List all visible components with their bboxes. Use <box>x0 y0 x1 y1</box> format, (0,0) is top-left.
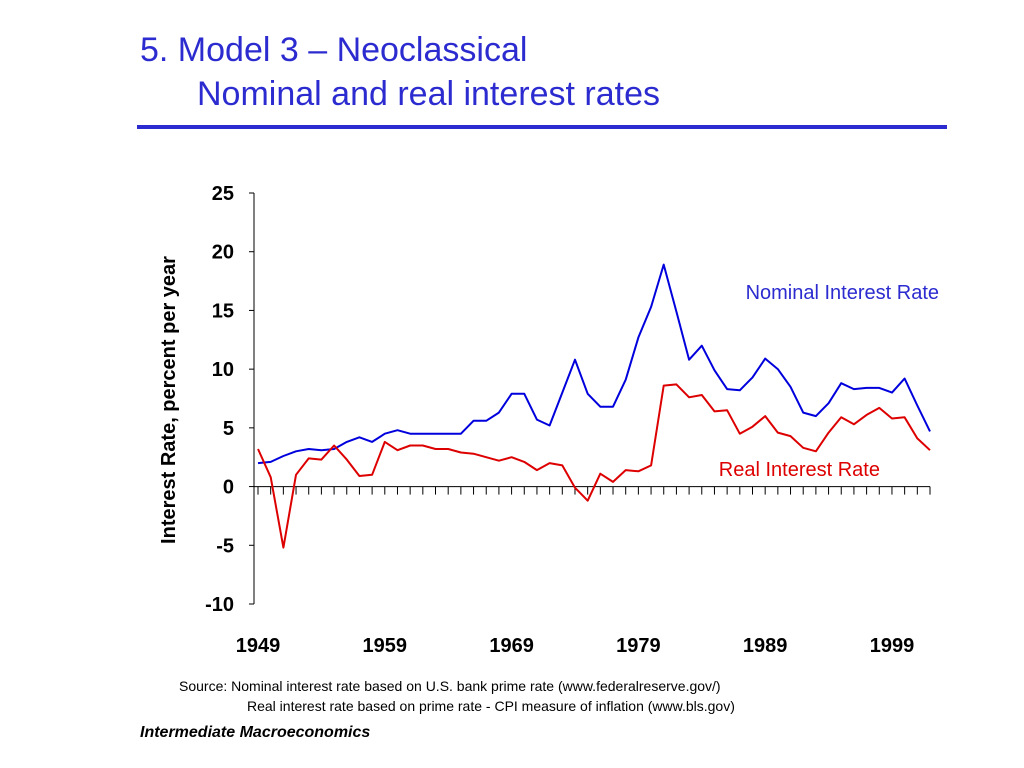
y-axis-tick-label: 5 <box>223 418 234 440</box>
y-axis-tick-label: 0 <box>223 477 234 499</box>
y-axis-tick-label: 15 <box>212 300 234 322</box>
nominal-rate-label: Nominal Interest Rate <box>746 282 939 304</box>
real-rate-label: Real Interest Rate <box>719 459 880 481</box>
slide-title-line-2: Nominal and real interest rates <box>197 75 661 113</box>
real-rate-line <box>257 383 931 549</box>
slide-title-line-1: 5. Model 3 – Neoclassical <box>140 31 528 69</box>
x-axis-tick-label: 1959 <box>363 635 408 657</box>
x-axis-tick-label: 1979 <box>616 635 661 657</box>
x-axis-tick-label: 1949 <box>236 635 281 657</box>
course-footer: Intermediate Macroeconomics <box>140 724 371 741</box>
nominal-rate-line <box>257 263 931 465</box>
x-axis-tick-label: 1989 <box>743 635 788 657</box>
source-note-line-1: Source: Nominal interest rate based on U… <box>179 678 721 694</box>
y-axis-tick-label: 10 <box>212 359 234 381</box>
y-axis-tick-label: 25 <box>212 183 234 205</box>
y-axis-tick-label: -5 <box>216 535 234 557</box>
slide-title: 5. Model 3 – Neoclassical Nominal and re… <box>140 28 660 116</box>
x-axis-tick-label: 1969 <box>489 635 534 657</box>
y-axis-title: Interest Rate, percent per year <box>158 256 180 544</box>
title-underline-rule <box>137 125 947 129</box>
y-axis-tick-label: -10 <box>205 594 234 616</box>
source-note-line-2: Real interest rate based on prime rate -… <box>247 698 735 714</box>
y-axis-tick-label: 20 <box>212 242 234 264</box>
x-axis-tick-label: 1999 <box>870 635 915 657</box>
